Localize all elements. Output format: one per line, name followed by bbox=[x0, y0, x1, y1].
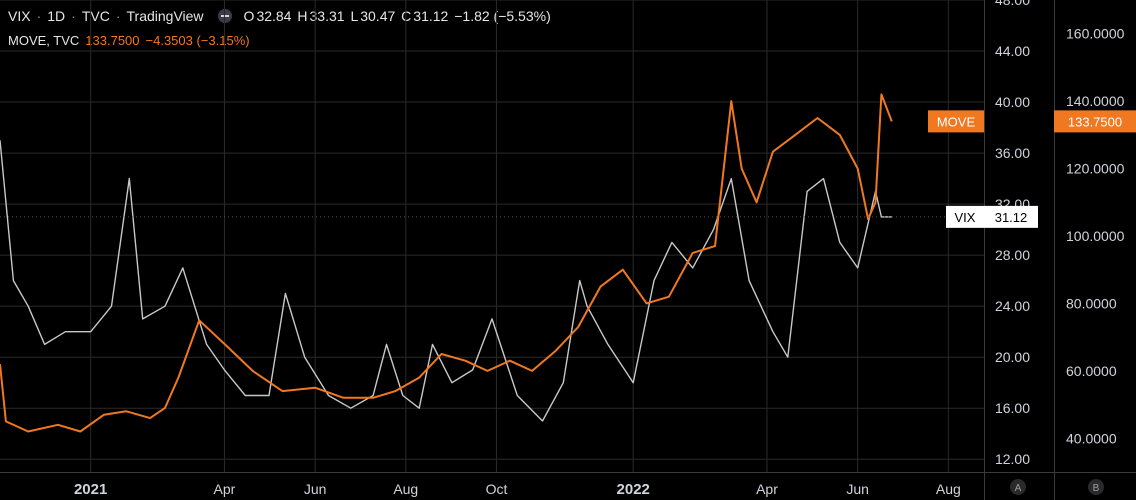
legend-symbol[interactable]: VIX bbox=[8, 8, 31, 24]
x-tick-label: Apr bbox=[214, 481, 236, 497]
legend-row-main: VIX · 1D · TVC · TradingView O 32.84 H 33.… bbox=[8, 8, 551, 24]
y-left-tick-label: 44.00 bbox=[995, 43, 1030, 59]
y-left-tick-label: 48.00 bbox=[995, 0, 1030, 8]
legend-move-change: −4.3503 (−3.15%) bbox=[145, 32, 250, 48]
y-right-tick-label: 120.0000 bbox=[1066, 161, 1125, 177]
vix-name-tag bbox=[946, 205, 984, 228]
y-right-tick-label: 140.0000 bbox=[1066, 93, 1125, 109]
axis-button-b-label: B bbox=[1093, 483, 1100, 494]
x-tick-label: Oct bbox=[486, 481, 508, 497]
legend-open: 32.84 bbox=[256, 8, 292, 24]
axis-button-a-label: A bbox=[1015, 483, 1022, 494]
legend-source: TradingView bbox=[126, 8, 204, 24]
vix-last-value: 31.12 bbox=[995, 210, 1028, 225]
y-right-tick-label: 160.0000 bbox=[1066, 26, 1125, 42]
x-tick-label: Jun bbox=[846, 481, 869, 497]
y-left-tick-label: 20.00 bbox=[995, 349, 1030, 365]
x-tick-label: Jun bbox=[304, 481, 327, 497]
y-right-tick-label: 40.0000 bbox=[1066, 430, 1117, 446]
y-right-tick-label: 60.0000 bbox=[1066, 363, 1117, 379]
vix-last-value-tag bbox=[984, 205, 1038, 228]
legend-low: 30.47 bbox=[360, 8, 396, 24]
y-left-tick-label: 12.00 bbox=[995, 451, 1030, 467]
x-tick-label: Apr bbox=[756, 481, 778, 497]
x-tick-label: 2021 bbox=[74, 481, 107, 498]
move-last-value-tag bbox=[1054, 110, 1136, 133]
x-tick-label: Aug bbox=[936, 481, 961, 497]
vix-name-tag-text: VIX bbox=[955, 210, 976, 225]
y-right-tick-label: 100.0000 bbox=[1066, 228, 1125, 244]
legend-high: 33.31 bbox=[309, 8, 345, 24]
y-right-tick-label: 80.0000 bbox=[1066, 295, 1117, 311]
legend-change: −1.82 (−5.53%) bbox=[454, 8, 551, 24]
legend-ohlc: O32.84 H33.31 L30.47 C31.12 −1.82 (−5.53… bbox=[243, 8, 551, 24]
legend-move-value: 133.7500 bbox=[85, 32, 140, 48]
y-left-tick-label: 40.00 bbox=[995, 94, 1030, 110]
axis-button-a[interactable] bbox=[1010, 479, 1026, 495]
move-last-value: 133.7500 bbox=[1068, 114, 1122, 129]
x-tick-label: 2022 bbox=[617, 481, 650, 498]
move-name-tag bbox=[928, 110, 984, 133]
legend-interval[interactable]: 1D bbox=[47, 8, 66, 24]
y-left-tick-label: 36.00 bbox=[995, 145, 1030, 161]
legend-move-symbol[interactable]: MOVE, TVC bbox=[8, 32, 80, 48]
legend-row-move: MOVE, TVC 133.7500 −4.3503 (−3.15%) bbox=[8, 30, 553, 50]
axis-button-b[interactable] bbox=[1088, 479, 1104, 495]
x-tick-label: Aug bbox=[393, 481, 418, 497]
legend-exchange: TVC bbox=[81, 8, 110, 24]
y-left-tick-label: 28.00 bbox=[995, 247, 1030, 263]
legend-close: 31.12 bbox=[413, 8, 449, 24]
move-name-tag-text: MOVE bbox=[937, 114, 976, 129]
chart-legend: VIX · 1D · TVC · TradingView O 32.84 H 33.… bbox=[8, 6, 553, 50]
move-series-line bbox=[0, 93, 893, 433]
y-left-tick-label: 16.00 bbox=[995, 400, 1030, 416]
y-left-tick-label: 24.00 bbox=[995, 298, 1030, 314]
vix-series-line bbox=[0, 140, 892, 422]
